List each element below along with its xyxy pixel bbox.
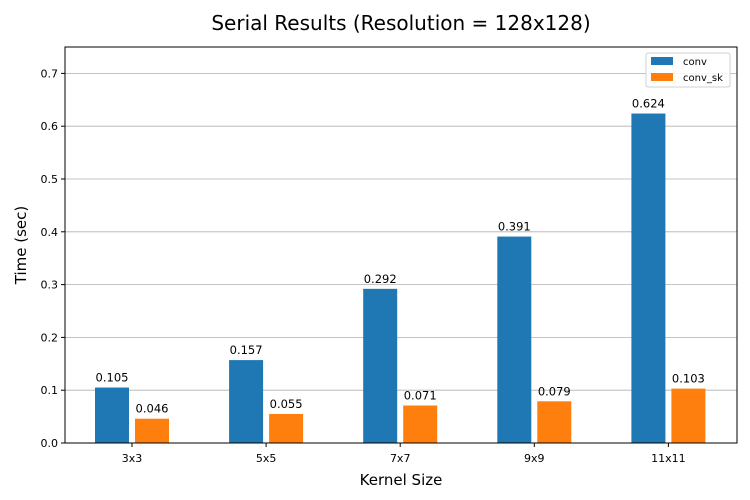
bar-conv-9x9 <box>497 236 532 443</box>
y-tick-label: 0.5 <box>41 173 59 186</box>
plot-frame <box>64 46 738 444</box>
legend-label-conv_sk: conv_sk <box>683 73 723 84</box>
legend-label-conv: conv <box>683 57 707 68</box>
data-labels: 0.105 0.046 0.157 0.055 0.292 0.071 0.391 0.079… <box>96 97 705 416</box>
legend-swatch-conv_sk <box>651 73 673 81</box>
x-tick-label: 5x5 <box>256 452 277 465</box>
data-label-conv-9x9: 0.391 <box>498 220 531 234</box>
data-label-conv_sk-11x11: 0.103 <box>672 372 705 386</box>
chart-title: Serial Results (Resolution = 128x128) <box>211 11 590 35</box>
bar-conv-3x3 <box>95 387 129 443</box>
y-tick-label: 0.3 <box>41 279 59 292</box>
data-label-conv_sk-9x9: 0.079 <box>538 384 571 398</box>
bar-conv_sk-5x5 <box>269 413 304 443</box>
data-label-conv-3x3: 0.105 <box>96 371 129 385</box>
data-label-conv-5x5: 0.157 <box>230 343 263 357</box>
x-tick-label: 9x9 <box>524 452 545 465</box>
bar-conv_sk-7x7 <box>403 405 438 443</box>
data-label-conv-11x11: 0.624 <box>632 97 665 111</box>
data-label-conv-7x7: 0.292 <box>364 272 397 286</box>
data-label-conv_sk-7x7: 0.071 <box>404 389 437 403</box>
bar-conv-5x5 <box>229 360 264 443</box>
data-label-conv_sk-3x3: 0.046 <box>136 402 169 416</box>
bar-conv-11x11 <box>631 113 666 443</box>
bars <box>95 113 706 443</box>
legend-swatch-conv <box>651 57 673 65</box>
bar-conv_sk-11x11 <box>671 388 706 443</box>
y-tick-label: 0.6 <box>41 120 59 133</box>
y-tick-label: 0.0 <box>41 437 59 450</box>
y-axis-label: Time (sec) <box>12 206 30 285</box>
x-axis-label: Kernel Size <box>360 471 443 489</box>
x-tick-label: 3x3 <box>122 452 143 465</box>
y-tick-label: 0.4 <box>41 226 59 239</box>
bar-conv-7x7 <box>363 288 398 443</box>
data-label-conv_sk-5x5: 0.055 <box>270 397 303 411</box>
legend: conv conv_sk <box>645 52 731 88</box>
y-axis-ticks: 0.0 0.1 0.2 0.3 0.4 0.5 0.6 0.7 <box>41 67 65 450</box>
y-tick-label: 0.2 <box>41 331 59 344</box>
y-tick-label: 0.1 <box>41 384 59 397</box>
bar-conv_sk-9x9 <box>537 401 572 443</box>
x-axis-ticks: 3x3 5x5 7x7 9x9 11x11 <box>122 443 686 465</box>
x-tick-label: 11x11 <box>651 452 686 465</box>
grid-lines <box>65 73 737 444</box>
x-tick-label: 7x7 <box>390 452 411 465</box>
y-tick-label: 0.7 <box>41 67 59 80</box>
bar-conv_sk-3x3 <box>135 418 169 443</box>
